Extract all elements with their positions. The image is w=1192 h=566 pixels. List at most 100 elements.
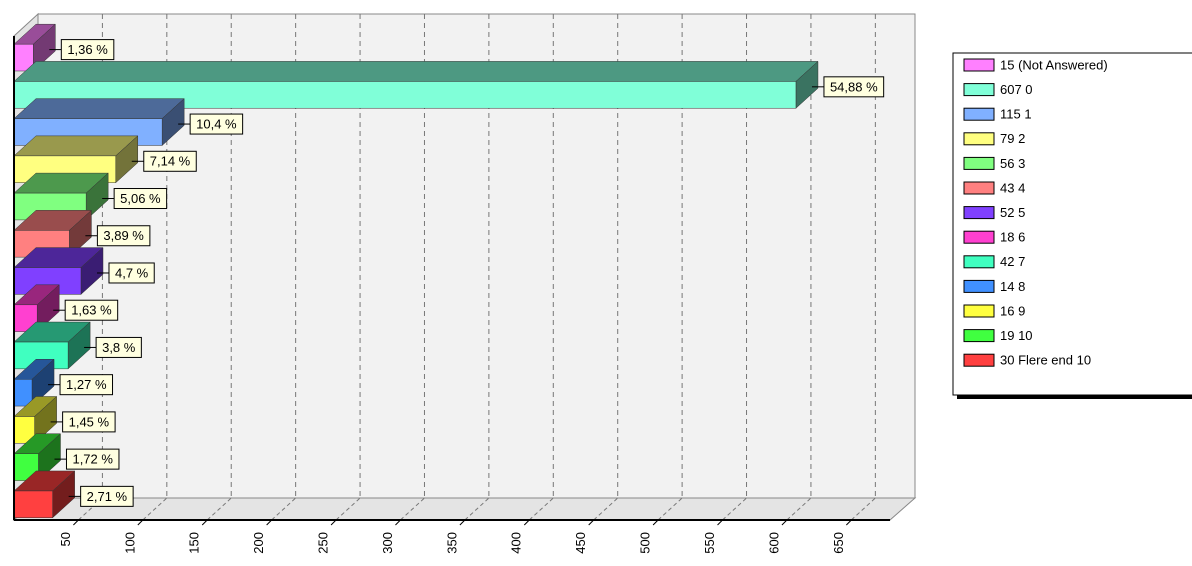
legend-label: 16 9: [1000, 303, 1025, 318]
x-tick-label: 550: [702, 532, 717, 554]
legend-swatch: [963, 230, 995, 244]
grid-line: [722, 497, 747, 521]
legend-label: 15 (Not Answered): [1000, 57, 1108, 72]
tick-mark: [588, 519, 595, 526]
legend-swatch: [963, 156, 995, 170]
legend-label: 14 8: [1000, 279, 1025, 294]
tick-mark: [73, 519, 79, 526]
x-tick-label: 250: [315, 532, 330, 554]
legend-swatch: [963, 279, 995, 293]
grid-line: [593, 497, 619, 521]
label-box: [96, 225, 151, 247]
data-label: 1,27 %: [66, 377, 107, 392]
bar: [13, 490, 53, 519]
data-label: 1,45 %: [69, 414, 110, 429]
grid-line: [851, 497, 876, 521]
tick-mark: [523, 519, 530, 526]
data-label: 1,72 %: [72, 452, 113, 467]
label-box: [95, 336, 142, 358]
data-label: 10,4 %: [196, 116, 237, 131]
bar-top: [13, 98, 185, 119]
x-tick-label: 150: [187, 532, 202, 554]
label-box: [143, 150, 197, 172]
bar: [13, 81, 797, 109]
legend-label: 30 Flere end 10: [1000, 353, 1091, 368]
legend-swatch: [963, 206, 995, 220]
legend-swatch: [963, 132, 995, 146]
tick-mark: [395, 519, 401, 526]
x-tick-label: 300: [380, 532, 395, 554]
data-label: 1,63 %: [71, 303, 112, 318]
tick-mark: [781, 519, 788, 526]
grid-line: [786, 497, 812, 521]
grid-line: [464, 497, 490, 521]
grid-line: [271, 497, 296, 521]
data-label: 3,8 %: [102, 340, 136, 355]
label-box: [64, 299, 119, 321]
legend-label: 79 2: [1000, 131, 1025, 146]
legend-label: 42 7: [1000, 254, 1025, 269]
legend-label: 18 6: [1000, 230, 1025, 245]
label-box: [823, 76, 885, 98]
floor: [12, 497, 917, 521]
grid-line: [206, 497, 232, 521]
bars: 1,36 % 54,88 % 10,4 % 7,14 % 5,06 % 3,89 % 4,7…: [13, 23, 885, 519]
x-tick-label: 450: [573, 532, 588, 554]
grid-line: [78, 497, 103, 521]
data-label: 2,71 %: [87, 489, 128, 504]
data-label: 54,88 %: [830, 79, 878, 94]
label-box: [59, 374, 114, 396]
label-box: [80, 485, 134, 507]
legend: 15 (Not Answered) 607 0 115 1 79 2 56 3 43 4 5…: [952, 52, 1192, 399]
x-tick-label: 400: [509, 532, 524, 554]
grid-line: [657, 497, 683, 521]
data-label: 5,06 %: [120, 191, 161, 206]
legend-label: 43 4: [1000, 180, 1025, 195]
legend-label: 19 10: [1000, 328, 1033, 343]
legend-swatch: [963, 304, 995, 318]
legend-label: 56 3: [1000, 156, 1025, 171]
data-label: 1,36 %: [67, 42, 108, 57]
legend-swatch: [963, 255, 995, 269]
x-tick-label: 200: [251, 532, 266, 554]
x-tick-label: 350: [444, 532, 459, 554]
x-tick-label: 600: [766, 532, 781, 554]
legend-label: 52 5: [1000, 205, 1025, 220]
legend-label: 115 1: [1000, 107, 1032, 122]
x-tick-label: 650: [831, 532, 846, 554]
grid-line: [335, 497, 361, 521]
x-tick-label: 100: [122, 532, 137, 554]
legend-swatch: [963, 329, 995, 343]
tick-mark: [845, 519, 852, 526]
x-tick-label: 50: [58, 532, 73, 546]
tick-mark: [137, 519, 144, 526]
legend-swatch: [963, 83, 995, 97]
bar: [13, 379, 33, 407]
label-box: [108, 262, 155, 284]
label-box: [113, 188, 168, 210]
tick-mark: [266, 519, 273, 526]
legend-swatch: [963, 107, 995, 121]
tick-mark: [459, 519, 466, 526]
tick-mark: [717, 519, 723, 526]
legend-swatch: [963, 353, 995, 367]
label-box: [65, 448, 120, 470]
bar-top: [13, 61, 819, 82]
tick-mark: [330, 519, 337, 526]
label-box: [62, 411, 116, 433]
legend-label: 607 0: [1000, 82, 1033, 97]
grid-line: [528, 497, 554, 521]
label-box: [189, 113, 244, 135]
data-label: 3,89 %: [103, 228, 144, 243]
legend-swatch: [963, 58, 995, 72]
legend-box: [952, 52, 1192, 396]
grid-line: [400, 497, 425, 521]
grid-line: [142, 497, 168, 521]
legend-swatch: [963, 181, 995, 195]
data-label: 4,7 %: [115, 265, 149, 280]
label-box: [60, 39, 115, 61]
x-tick-label: 500: [638, 532, 653, 554]
grid: [78, 14, 876, 521]
tick-mark: [652, 519, 659, 526]
